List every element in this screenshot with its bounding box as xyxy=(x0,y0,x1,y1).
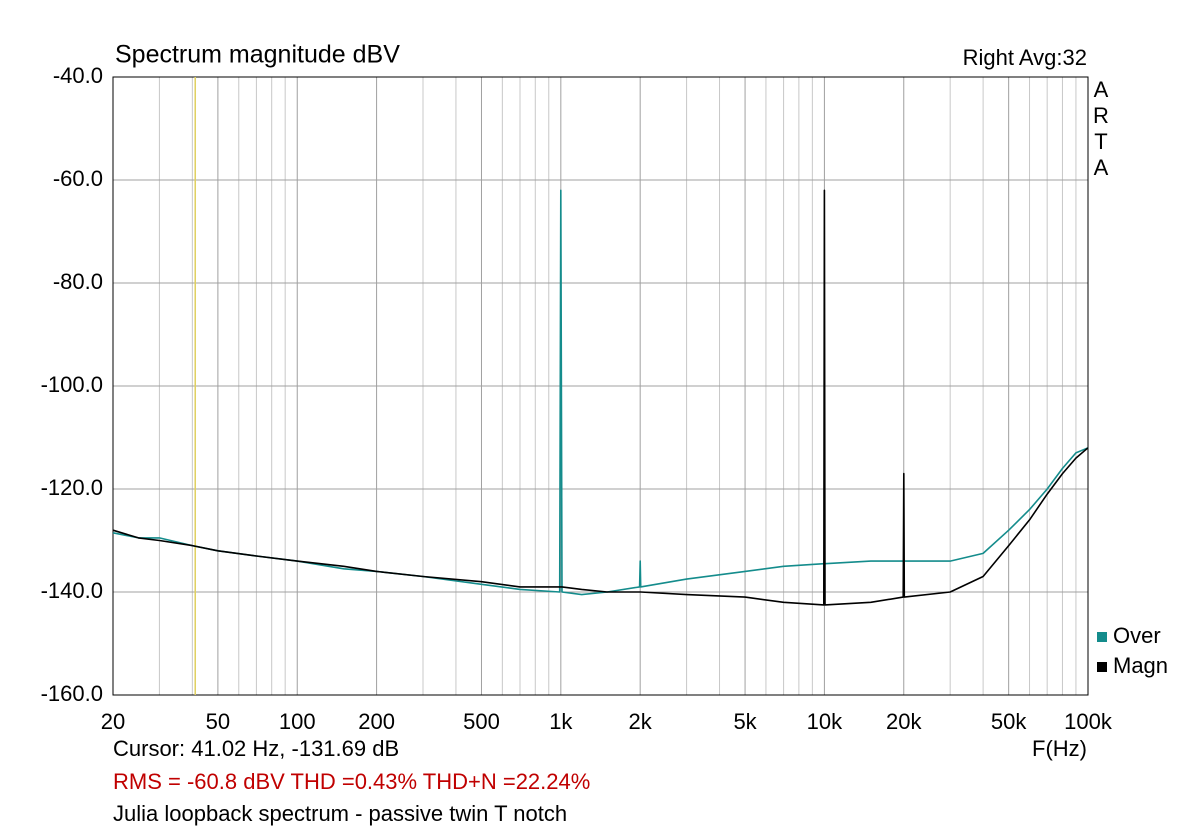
x-tick-label: 100k xyxy=(1064,709,1113,734)
y-tick-label: -140.0 xyxy=(41,578,103,603)
brand-letter: T xyxy=(1094,129,1107,154)
x-axis-label: F(Hz) xyxy=(1032,736,1087,761)
series-line xyxy=(112,189,1089,606)
caption: Julia loopback spectrum - passive twin T… xyxy=(113,801,567,826)
x-tick-label: 50 xyxy=(206,709,230,734)
y-tick-label: -100.0 xyxy=(41,372,103,397)
x-tick-label: 20 xyxy=(101,709,125,734)
chart-subtitle: Right Avg:32 xyxy=(963,45,1087,70)
legend-swatch xyxy=(1097,632,1107,642)
brand-letter: A xyxy=(1094,155,1109,180)
brand-letter: A xyxy=(1094,77,1109,102)
legend-label: Over xyxy=(1113,623,1161,648)
x-tick-label: 20k xyxy=(886,709,922,734)
legend-label: Magn xyxy=(1113,653,1168,678)
y-tick-label: -60.0 xyxy=(53,166,103,191)
x-tick-label: 50k xyxy=(991,709,1027,734)
x-tick-label: 5k xyxy=(733,709,757,734)
x-tick-label: 100 xyxy=(279,709,316,734)
x-tick-label: 2k xyxy=(629,709,653,734)
cursor-text: Cursor: 41.02 Hz, -131.69 dB xyxy=(113,736,399,761)
plot-frame xyxy=(112,76,1089,696)
y-tick-label: -40.0 xyxy=(53,63,103,88)
brand-letter: R xyxy=(1093,103,1109,128)
x-tick-label: 200 xyxy=(358,709,395,734)
x-tick-label: 500 xyxy=(463,709,500,734)
x-tick-label: 1k xyxy=(549,709,573,734)
y-tick-label: -160.0 xyxy=(41,681,103,706)
y-tick-label: -80.0 xyxy=(53,269,103,294)
y-tick-label: -120.0 xyxy=(41,475,103,500)
x-tick-label: 10k xyxy=(807,709,843,734)
stats-text: RMS = -60.8 dBV THD =0.43% THD+N =22.24% xyxy=(113,769,590,794)
legend-swatch xyxy=(1097,662,1107,672)
chart-title: Spectrum magnitude dBV xyxy=(115,41,400,69)
